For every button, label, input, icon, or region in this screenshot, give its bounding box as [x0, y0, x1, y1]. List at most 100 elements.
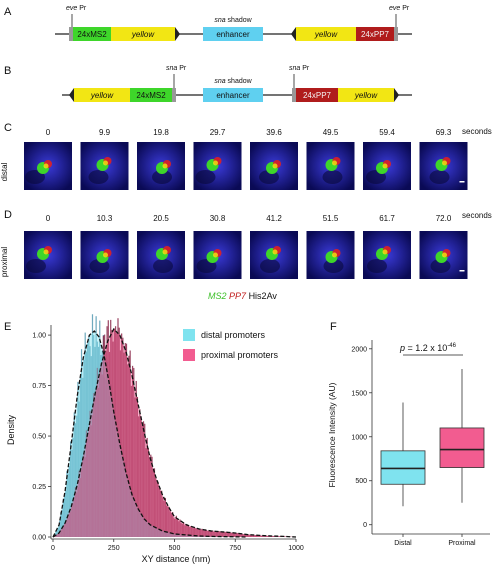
- histogram-bar-proximal: [213, 531, 215, 537]
- histogram-bar-distal: [76, 415, 78, 537]
- histogram-bar-proximal: [157, 481, 159, 537]
- histogram-bar-proximal: [153, 468, 156, 537]
- y-tick-label-f: 1500: [351, 390, 367, 397]
- histogram-bar-proximal: [259, 535, 261, 537]
- panel-e: E 0 250 500 750 1000 0.00 0.25 0.50 0.75 1.00 XY …: [4, 314, 304, 564]
- histogram-bar-proximal: [128, 355, 130, 537]
- overlap-spot: [442, 252, 447, 258]
- microscopy-frame: [419, 142, 468, 190]
- histogram-bar-proximal: [242, 534, 244, 537]
- microscopy-frame: [193, 142, 242, 190]
- time-label: 0: [46, 128, 51, 137]
- histogram-bar-proximal: [91, 415, 94, 537]
- left-promoter-box-b: [172, 88, 176, 102]
- time-label: 61.7: [379, 214, 395, 223]
- histogram-bar-proximal: [192, 528, 194, 537]
- microscopy-frame: [306, 142, 355, 190]
- histogram-bar-proximal: [110, 319, 112, 537]
- histogram-bar-proximal: [215, 531, 218, 537]
- legend-label-proximal: proximal promoters: [201, 350, 279, 360]
- histogram-bar-proximal: [214, 530, 216, 537]
- histogram-bar-proximal: [83, 453, 85, 537]
- right-promoter-box-b: [292, 88, 296, 102]
- panel-letter-a: A: [4, 6, 12, 18]
- microscopy-frame: [306, 231, 355, 279]
- time-label: 41.2: [266, 214, 282, 223]
- panel-letter-e: E: [4, 321, 11, 333]
- histogram-bar-proximal: [278, 536, 281, 537]
- histogram-bar-proximal: [106, 326, 108, 537]
- histogram-bar-proximal: [224, 532, 226, 537]
- histogram-bar-proximal: [87, 435, 89, 537]
- x-axis-label-e: XY distance (nm): [142, 554, 211, 564]
- scale-bar: [459, 270, 465, 272]
- overlap-spot: [162, 249, 168, 255]
- overlap-spot: [272, 249, 278, 255]
- x-tick-label-e: 0: [51, 545, 55, 552]
- p-value-annotation: p = 1.2 x 10-46: [399, 343, 457, 353]
- histogram-bar-proximal: [71, 503, 73, 537]
- histogram-bar-proximal: [112, 341, 114, 537]
- overlap-spot: [43, 249, 49, 255]
- histogram-bar-proximal: [231, 532, 233, 537]
- time-label: 29.7: [210, 128, 226, 137]
- ms2-box-b: [130, 88, 172, 102]
- histogram-bar-proximal: [90, 425, 92, 537]
- enhancer-title: sna shadow: [214, 17, 252, 24]
- histogram-bar-proximal: [72, 503, 74, 537]
- histogram-bar-proximal: [185, 524, 187, 537]
- panel-f: F 0 500 1000 1500 2000 Distal Proximal Fluore…: [327, 321, 490, 547]
- histogram-bar-proximal: [210, 530, 213, 537]
- microscopy-frame: [80, 142, 129, 190]
- histogram-bar-proximal: [94, 398, 96, 537]
- y-tick-label-f: 500: [355, 478, 367, 485]
- left-promoter-label: eve Pr: [66, 5, 87, 12]
- histogram-bar-proximal: [195, 528, 197, 537]
- histogram-bar-proximal: [232, 532, 235, 537]
- histogram-bar-proximal: [129, 350, 131, 537]
- histogram-bar-proximal: [67, 514, 69, 537]
- overlap-spot: [382, 249, 388, 255]
- ms2-box: [73, 27, 111, 41]
- category-label: Distal: [394, 540, 412, 547]
- histogram-bar-distal: [71, 449, 73, 537]
- histogram-bar-proximal: [65, 522, 67, 537]
- histogram-bar-proximal: [117, 318, 119, 537]
- microscopy-frame: [193, 231, 242, 279]
- histogram-bar-distal: [63, 494, 66, 537]
- right-promoter-label: eve Pr: [389, 5, 410, 12]
- histogram-bar-proximal: [144, 423, 146, 537]
- boxplots: Distal Proximal: [380, 369, 485, 547]
- panel-b: B yellow 24xMS2 sna Pr sna shadow enhanc…: [4, 65, 412, 102]
- histogram-bar-proximal: [220, 532, 222, 537]
- histogram-proximal: [53, 318, 293, 537]
- yellow-label-right: yellow: [314, 30, 338, 39]
- box: [439, 427, 485, 468]
- histogram-bar-proximal: [263, 535, 265, 537]
- density-fill-proximal: [53, 329, 296, 537]
- microscopy-frame: [363, 231, 411, 279]
- panel-letter-f: F: [330, 321, 337, 333]
- histogram-bar-proximal: [145, 448, 147, 537]
- histogram-bar-proximal: [122, 337, 124, 537]
- histogram-bar-proximal: [198, 529, 201, 537]
- histogram-bar-proximal: [248, 534, 250, 537]
- histogram-bar-proximal: [186, 524, 188, 537]
- histogram-bar-proximal: [196, 528, 198, 537]
- panel-c: C distal seconds 0 9.9 19.8 29.7 39.6 49.5 59.…: [0, 122, 492, 190]
- histogram-bar-proximal: [123, 352, 125, 537]
- overlap-spot: [213, 160, 218, 166]
- histogram-bar-proximal: [151, 456, 153, 537]
- time-label: 69.3: [436, 128, 452, 137]
- histogram-bar-proximal: [258, 535, 260, 537]
- microscopy-frame: [80, 231, 129, 279]
- histogram-bar-proximal: [235, 533, 237, 537]
- histogram-bar-proximal: [230, 532, 232, 537]
- right-promoter-label-b: sna Pr: [289, 65, 310, 72]
- histogram-bar-proximal: [116, 332, 118, 537]
- x-tick-label-e: 750: [229, 545, 241, 552]
- x-tick-label-e: 1000: [288, 545, 304, 552]
- nucleus-shadow: [152, 170, 172, 184]
- histogram-bar-proximal: [70, 511, 72, 537]
